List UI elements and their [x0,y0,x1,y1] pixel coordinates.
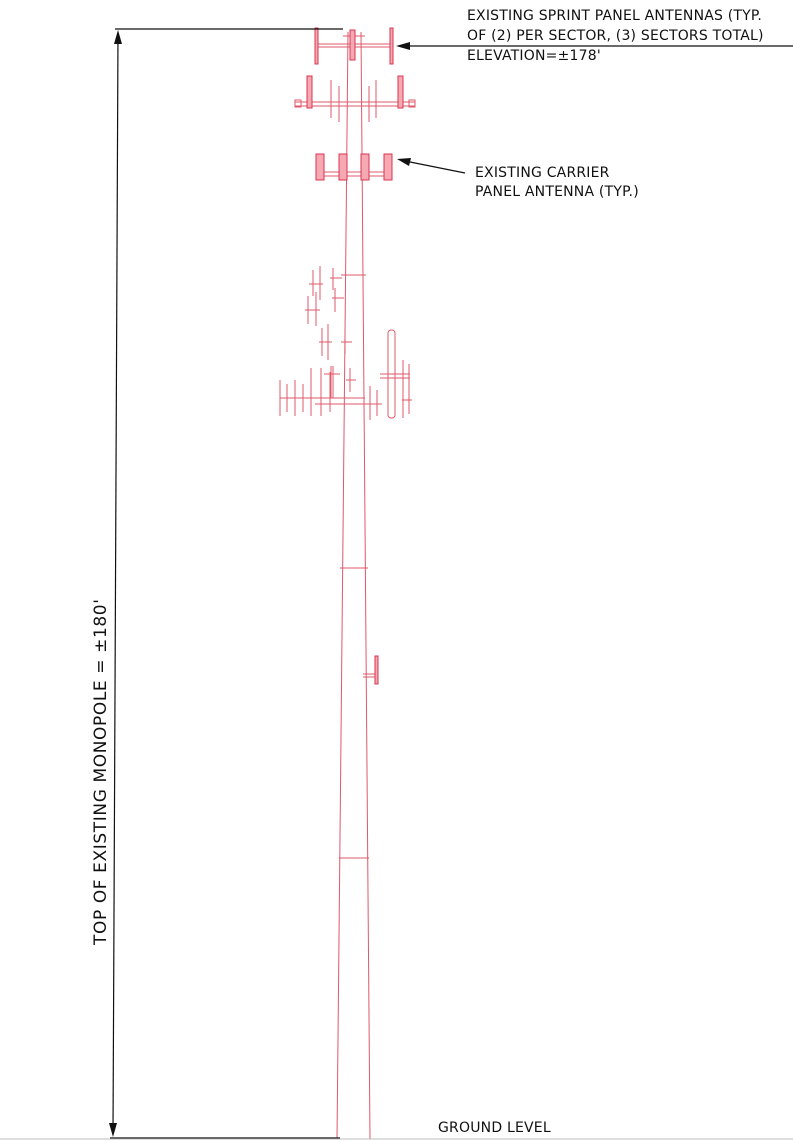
sprint-antenna-label-line1: EXISTING SPRINT PANEL ANTENNAS (TYP. [467,8,762,24]
sprint-elevation-label: ELEVATION=±178' [467,48,601,64]
carrier-antenna-label-line2: PANEL ANTENNA (TYP.) [475,184,639,200]
height-dimension-line [109,28,343,1139]
sprint-callout [396,42,793,50]
sprint-antenna-array [314,27,394,65]
carrier-callout [397,158,466,174]
carrier-panel-antennas [315,153,393,181]
lower-antenna-cluster [279,266,412,420]
upper-antenna-array [294,75,416,122]
monopole-shaft [336,31,371,1140]
dimension-label: TOP OF EXISTING MONOPOLE = ±180' [91,599,111,946]
ground-level-label: GROUND LEVEL [438,1120,551,1136]
carrier-antenna-label-line1: EXISTING CARRIER [475,165,610,181]
side-mounted-antenna [363,655,379,685]
sprint-antenna-label-line2: OF (2) PER SECTOR, (3) SECTORS TOTAL) [467,28,764,44]
